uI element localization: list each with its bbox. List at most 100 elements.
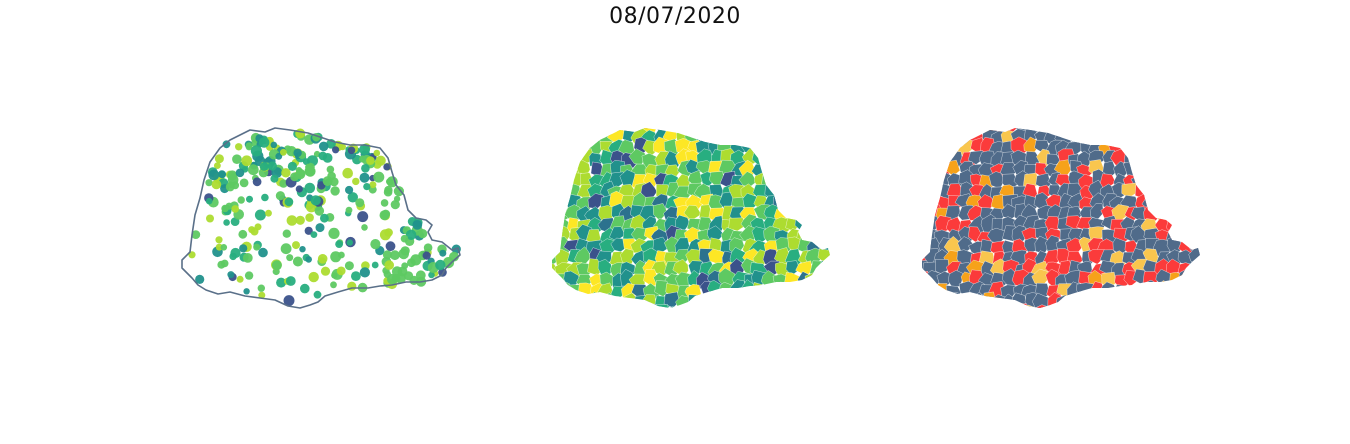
municipality-polygon: [688, 294, 704, 308]
municipality-point: [285, 276, 296, 286]
municipality-polygon: [762, 306, 780, 308]
municipality-point: [265, 209, 272, 217]
municipality-polygon: [701, 305, 717, 308]
municipality-class-polygon: [922, 207, 933, 223]
municipality-polygon: [806, 128, 827, 132]
municipality-polygon: [796, 138, 814, 153]
municipality-point: [328, 227, 340, 239]
municipality-polygon: [710, 292, 726, 308]
municipality-class-polygon: [1132, 128, 1148, 134]
municipality-point: [308, 271, 319, 283]
municipality-point: [359, 172, 370, 183]
municipality-polygon: [831, 160, 840, 176]
municipality-polygon: [552, 270, 560, 288]
municipality-polygon: [787, 283, 803, 302]
municipality-class-polygon: [1122, 284, 1139, 301]
municipality-point: [299, 246, 306, 253]
municipality-point: [275, 152, 283, 160]
proportional-points-map: [181, 127, 461, 309]
municipality-class-polygon: [1178, 142, 1196, 157]
municipality-polygon: [664, 128, 681, 132]
municipality-polygon: [773, 128, 791, 133]
municipality-point: [267, 161, 277, 171]
municipality-polygon: [552, 174, 562, 191]
municipality-class-polygon: [1113, 128, 1128, 144]
municipality-class-polygon: [1155, 170, 1173, 189]
municipality-polygon: [563, 151, 581, 169]
municipality-polygon: [829, 207, 830, 224]
municipality-polygon: [797, 128, 813, 133]
municipality-point: [280, 148, 287, 156]
municipality-polygon: [674, 128, 694, 132]
municipality-polygon: [586, 291, 604, 308]
municipality-point: [259, 162, 269, 171]
municipality-polygon: [552, 161, 561, 181]
municipality-class-polygon: [1065, 305, 1083, 308]
municipality-polygon: [774, 172, 794, 192]
municipality-point: [218, 170, 226, 178]
municipality-class-polygon: [1177, 284, 1195, 302]
municipality-polygon: [610, 307, 630, 308]
municipality-class-polygon: [1201, 293, 1210, 311]
municipality-point: [208, 169, 220, 181]
municipality-polygon: [795, 293, 811, 308]
municipality-point: [252, 177, 262, 187]
municipality-class-polygon: [1188, 271, 1200, 291]
municipality-polygon: [820, 180, 830, 199]
municipality-point: [355, 198, 365, 208]
municipality-class-polygon: [1165, 128, 1181, 144]
municipality-class-polygon: [937, 306, 954, 308]
municipality-class-polygon: [1143, 172, 1161, 190]
municipality-point: [281, 168, 291, 178]
municipality-polygon: [784, 139, 802, 158]
municipality-class-polygon: [1133, 305, 1150, 308]
municipality-class-polygon: [950, 129, 965, 148]
municipality-class-polygon: [1154, 140, 1171, 158]
municipality-class-polygon: [1153, 302, 1172, 308]
municipality-class-polygon: [1122, 138, 1140, 155]
municipality-point: [188, 251, 196, 259]
municipality-polygon: [663, 305, 680, 308]
municipality-polygon: [730, 301, 749, 308]
municipality-point: [347, 146, 356, 155]
municipality-polygon: [577, 303, 593, 308]
municipality-class-polygon: [1180, 293, 1194, 308]
municipality-class-polygon: [1012, 292, 1027, 308]
municipality-class-polygon: [1168, 204, 1183, 223]
municipality-point: [227, 271, 235, 279]
municipality-point: [222, 140, 231, 149]
municipality-polygon: [784, 272, 801, 290]
municipality-point: [418, 229, 428, 239]
municipality-class-polygon: [923, 283, 941, 300]
municipality-class-polygon: [1177, 128, 1195, 135]
municipality-point: [229, 252, 237, 261]
municipality-point: [347, 192, 358, 203]
municipality-polygon: [763, 162, 782, 179]
municipality-class-polygon: [1198, 184, 1200, 203]
municipality-class-polygon: [1101, 128, 1118, 143]
municipality-point: [276, 277, 287, 288]
municipality-polygon: [575, 293, 594, 308]
municipality-point: [352, 177, 360, 186]
municipality-point: [385, 241, 396, 252]
municipality-point: [390, 200, 400, 210]
municipality-class-polygon: [1070, 128, 1087, 135]
municipality-point: [305, 163, 313, 171]
municipality-polygon: [685, 303, 704, 308]
municipality-polygon: [783, 128, 801, 134]
municipality-point: [439, 249, 447, 257]
municipality-class-polygon: [922, 271, 930, 288]
municipality-polygon: [830, 195, 840, 209]
municipality-polygon: [754, 140, 770, 157]
municipality-class-polygon: [948, 270, 963, 288]
municipality-point: [215, 236, 223, 244]
municipality-polygon: [555, 305, 571, 308]
municipality-class-polygon: [1046, 128, 1061, 135]
municipality-point: [221, 204, 229, 213]
municipality-class-polygon: [1201, 271, 1210, 288]
municipality-class-polygon: [1189, 161, 1200, 178]
municipality-polygon: [816, 207, 830, 223]
municipality-polygon: [764, 281, 783, 298]
municipality-point: [373, 160, 382, 169]
municipality-polygon: [809, 280, 825, 300]
